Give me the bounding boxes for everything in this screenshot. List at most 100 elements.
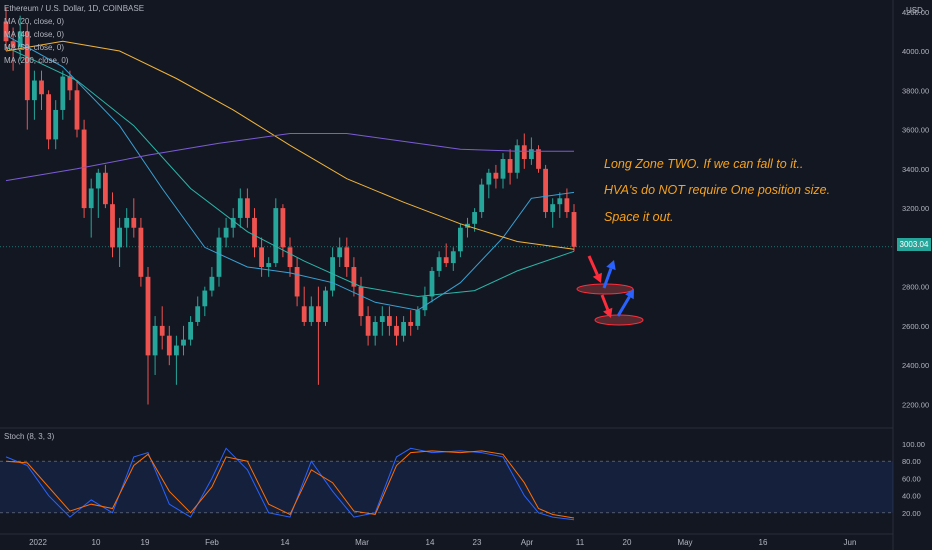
candle-body xyxy=(536,149,541,169)
down-arrow xyxy=(587,255,599,276)
candle-body xyxy=(344,247,350,268)
candle-body xyxy=(479,184,485,213)
candle-body xyxy=(408,321,414,326)
candle-body xyxy=(230,217,236,228)
candle-body xyxy=(394,325,399,336)
candle-body xyxy=(117,227,122,248)
candle-body xyxy=(131,217,137,228)
candle-body xyxy=(74,90,80,130)
stoch-tick-label: 80.00 xyxy=(902,457,921,466)
candle-body xyxy=(550,204,556,213)
candle-body xyxy=(174,345,179,356)
up-arrow-head xyxy=(625,289,634,300)
candle-body xyxy=(323,290,328,322)
time-tick-label: 2022 xyxy=(29,538,47,547)
annotation-line-2: HVA's do NOT require One position size. xyxy=(604,183,831,197)
candle-body xyxy=(308,306,314,322)
indicator-ma50-label: MA (50, close, 0) xyxy=(4,43,65,52)
ma-line xyxy=(5,40,575,250)
candle-body xyxy=(266,263,272,268)
time-tick-label: 19 xyxy=(141,538,150,547)
time-tick-label: Feb xyxy=(205,538,219,547)
candle-body xyxy=(188,321,193,340)
candle-body xyxy=(81,129,87,209)
candle-body xyxy=(301,306,307,322)
candle-body xyxy=(223,227,229,238)
price-tick-label: 4200.00 xyxy=(902,8,929,17)
annotation-line-1: Long Zone TWO. If we can fall to it.. xyxy=(604,157,804,171)
candle-body xyxy=(387,316,392,326)
candle-body xyxy=(280,208,286,248)
price-tick-label: 2600.00 xyxy=(902,322,929,331)
down-arrow xyxy=(600,294,610,311)
candle-body xyxy=(571,212,577,247)
candle-body xyxy=(443,257,449,264)
price-tick-label: 2200.00 xyxy=(902,400,929,409)
stoch-tick-label: 60.00 xyxy=(902,474,921,483)
candle-body xyxy=(46,94,51,140)
candle-body xyxy=(316,306,321,322)
ma-line xyxy=(5,34,575,311)
candle-body xyxy=(32,80,37,101)
annotation-line-3: Space it out. xyxy=(604,210,674,224)
candle-body xyxy=(53,109,59,140)
candle-body xyxy=(287,247,293,268)
time-tick-label: Jun xyxy=(844,538,857,547)
candle-body xyxy=(245,198,250,218)
stoch-label: Stoch (8, 3, 3) xyxy=(4,432,55,441)
price-tick-label: 4000.00 xyxy=(902,47,929,56)
candle-body xyxy=(450,251,456,264)
down-arrow-head xyxy=(592,272,602,283)
candle-body xyxy=(88,188,94,209)
candle-body xyxy=(351,267,357,287)
time-tick-label: 10 xyxy=(92,538,101,547)
stoch-tick-label: 20.00 xyxy=(902,509,921,518)
time-tick-label: 20 xyxy=(623,538,632,547)
time-tick-label: 14 xyxy=(426,538,435,547)
time-tick-label: Mar xyxy=(355,538,369,547)
candle-body xyxy=(202,290,208,307)
price-tick-label: 2400.00 xyxy=(902,361,929,370)
candle-body xyxy=(209,276,215,291)
ma-line xyxy=(5,46,575,298)
candle-body xyxy=(543,168,548,213)
candle-body xyxy=(159,325,165,336)
candle-body xyxy=(472,212,477,224)
candle-body xyxy=(521,145,527,160)
stoch-tick-label: 100.00 xyxy=(902,440,925,449)
price-tick-label: 3400.00 xyxy=(902,165,929,174)
candle-body xyxy=(436,257,442,271)
candle-body xyxy=(216,237,222,277)
candle-body xyxy=(557,198,563,205)
stoch-k-line xyxy=(5,447,575,521)
candle-body xyxy=(259,247,264,268)
last-price-tag: 3003.04 xyxy=(897,238,931,251)
candle-body xyxy=(529,149,534,160)
candle-body xyxy=(379,316,385,322)
candle-body xyxy=(17,31,23,48)
candle-body xyxy=(372,321,378,336)
candle-body xyxy=(429,270,435,297)
price-tick-label: 3200.00 xyxy=(902,204,929,213)
time-tick-label: 14 xyxy=(281,538,290,547)
indicator-ma20-label: MA (20, close, 0) xyxy=(4,17,65,26)
stoch-d-line xyxy=(5,450,575,519)
time-tick-label: 11 xyxy=(576,538,585,547)
time-tick-label: 16 xyxy=(759,538,768,547)
indicator-ma200-label: MA (200, close, 0) xyxy=(4,56,69,65)
candle-body xyxy=(273,208,279,264)
candle-body xyxy=(195,306,201,322)
candle-body xyxy=(152,325,158,356)
candle-body xyxy=(500,159,506,179)
indicator-ma40-label: MA (40, close, 0) xyxy=(4,30,65,39)
time-tick-label: Apr xyxy=(521,538,534,547)
price-tick-label: 2800.00 xyxy=(902,283,929,292)
down-arrow-head xyxy=(603,307,613,318)
up-arrow xyxy=(616,295,631,317)
candle-body xyxy=(60,76,66,110)
candle-body xyxy=(337,247,343,258)
candle-body xyxy=(124,217,130,228)
candle-body xyxy=(39,80,44,95)
candle-body xyxy=(493,172,499,179)
